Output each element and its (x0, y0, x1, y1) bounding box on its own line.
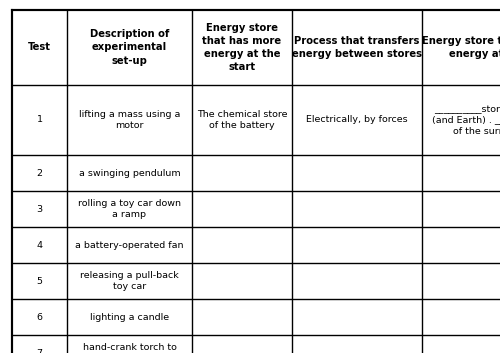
Text: 3: 3 (36, 204, 43, 214)
Text: 1: 1 (36, 115, 43, 125)
Text: lifting a mass using a
motor: lifting a mass using a motor (79, 109, 180, 130)
Text: 5: 5 (36, 276, 43, 286)
Text: Energy store
that has more
energy at the
start: Energy store that has more energy at the… (202, 23, 281, 72)
Text: __________store of the mass
(and Earth) . __________store
of the surroundings: __________store of the mass (and Earth) … (432, 104, 500, 136)
Text: hand-crank torch to
make it light up: hand-crank torch to make it light up (82, 343, 176, 353)
Text: releasing a pull-back
toy car: releasing a pull-back toy car (80, 271, 179, 291)
Text: rolling a toy car down
a ramp: rolling a toy car down a ramp (78, 199, 181, 220)
Text: 7: 7 (36, 348, 43, 353)
Text: a swinging pendulum: a swinging pendulum (78, 168, 180, 178)
Text: Test: Test (28, 42, 51, 53)
Text: Process that transfers
energy between stores: Process that transfers energy between st… (292, 36, 422, 59)
Text: a battery-operated fan: a battery-operated fan (75, 240, 184, 250)
Text: The chemical store
of the battery: The chemical store of the battery (197, 109, 287, 130)
Text: lighting a candle: lighting a candle (90, 312, 169, 322)
Text: 4: 4 (36, 240, 43, 250)
Text: 6: 6 (36, 312, 43, 322)
Text: 2: 2 (36, 168, 43, 178)
Text: Energy store that has more
energy at the end: Energy store that has more energy at the… (422, 36, 500, 59)
Text: Electrically, by forces: Electrically, by forces (306, 115, 408, 125)
Text: Description of
experimental
set-up: Description of experimental set-up (90, 29, 169, 66)
